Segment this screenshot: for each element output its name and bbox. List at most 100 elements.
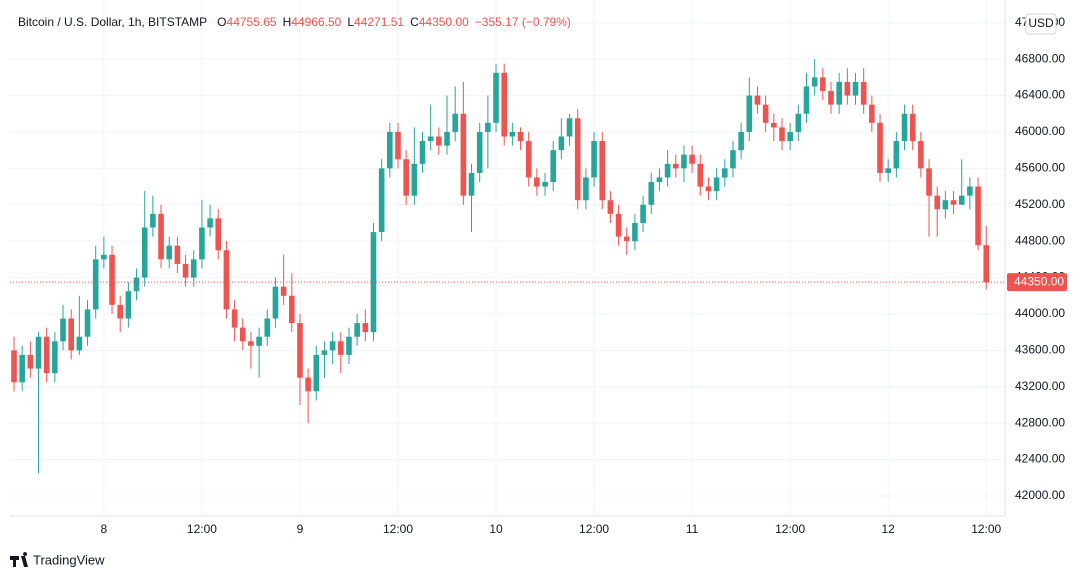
currency-button[interactable] <box>1025 13 1057 35</box>
candle-body <box>779 127 785 142</box>
candle-body <box>338 341 344 355</box>
y-tick-label: 46400.00 <box>1015 88 1065 102</box>
candle-body <box>754 95 761 105</box>
candle-body <box>926 168 932 196</box>
candle-body <box>68 318 74 351</box>
x-tick-label: 11 <box>686 522 699 536</box>
candle-body <box>52 341 58 374</box>
high-label: H <box>283 15 292 29</box>
low-value: 44271.51 <box>354 15 404 29</box>
candle-body <box>411 163 418 196</box>
candle-body <box>893 141 900 169</box>
x-tick-label: 12 <box>882 522 896 536</box>
candle-body <box>297 323 303 378</box>
candle-body <box>738 131 744 151</box>
brand-name: TradingView <box>33 552 105 567</box>
y-tick-label: 44800.00 <box>1015 233 1065 247</box>
candle-body <box>280 286 287 296</box>
candle-body <box>860 81 867 105</box>
candle-body <box>762 104 769 123</box>
candle-body <box>705 186 712 192</box>
candle-body <box>215 218 222 251</box>
y-tick-label: 42800.00 <box>1015 415 1065 429</box>
logo-icon <box>10 552 28 567</box>
candle-body <box>803 86 810 114</box>
legend-header: Bitcoin / U.S. Dollar, 1h, BITSTAMP O4475… <box>18 15 571 29</box>
candle-body <box>525 141 532 178</box>
candle-body <box>787 131 793 142</box>
candle-body <box>419 141 426 164</box>
candle-body <box>558 136 565 151</box>
candle-body <box>909 113 916 142</box>
y-tick-label: 44000.00 <box>1015 306 1065 320</box>
candle-body <box>141 227 148 278</box>
candle-body <box>272 286 279 319</box>
candle-body <box>599 141 606 201</box>
candle-body <box>125 291 132 319</box>
currency-label: USD <box>1028 16 1054 30</box>
candle-body <box>534 177 540 187</box>
candle-body <box>354 323 360 337</box>
candle-body <box>346 336 352 355</box>
candle-body <box>574 118 581 201</box>
candle-body <box>256 336 262 346</box>
y-tick-label: 43600.00 <box>1015 343 1065 357</box>
candle-body <box>35 336 42 369</box>
candle-body <box>150 213 156 228</box>
candle-body <box>746 95 753 132</box>
open-label: O <box>217 15 226 29</box>
candle-body <box>403 159 409 196</box>
candle-body <box>983 245 990 283</box>
candle-body <box>877 122 883 173</box>
candle-body <box>109 254 115 305</box>
candle-body <box>231 309 238 328</box>
candle-body <box>239 327 246 342</box>
candle-body <box>648 182 655 205</box>
close-value: 44350.00 <box>419 15 469 29</box>
candle-body <box>713 177 720 192</box>
candle-body <box>795 113 802 132</box>
x-tick-label: 12:00 <box>383 522 413 536</box>
candle-body <box>591 141 597 178</box>
candle-body <box>828 91 834 105</box>
candle-body <box>43 336 50 374</box>
x-tick-label: 12:00 <box>775 522 805 536</box>
candle-body <box>133 277 140 292</box>
candle-body <box>771 122 777 128</box>
candle-body <box>207 218 213 228</box>
candle-body <box>852 81 859 96</box>
candle-body <box>460 113 467 196</box>
candle-body <box>615 213 622 237</box>
candle-body <box>958 195 965 205</box>
candle-body <box>950 200 957 205</box>
last-price-label: 44350.00 <box>1014 274 1064 288</box>
candle-body <box>223 250 230 310</box>
candle-body <box>607 200 614 214</box>
x-tick-label: 12:00 <box>579 522 609 536</box>
grid <box>10 0 1005 516</box>
candle-body <box>182 263 189 278</box>
candle-body <box>942 200 949 210</box>
candle-body <box>476 131 483 173</box>
candle-body <box>664 163 671 178</box>
candle-body <box>305 377 311 392</box>
candle-body <box>84 309 91 337</box>
candle-body <box>501 72 507 137</box>
candle-body <box>632 222 638 242</box>
candle-body <box>681 154 687 169</box>
y-tick-label: 46800.00 <box>1015 51 1065 65</box>
y-tick-label: 45200.00 <box>1015 197 1065 211</box>
candle-body <box>468 172 475 196</box>
candle-body <box>248 341 254 346</box>
candle-body <box>901 113 908 142</box>
candle-body <box>485 122 491 132</box>
candle-body <box>730 150 736 169</box>
candle-body <box>378 168 385 233</box>
candle-body <box>689 154 695 164</box>
candle-body <box>60 318 66 342</box>
candle-body <box>166 245 173 260</box>
low-label: L <box>347 15 354 29</box>
candle-body <box>493 72 499 123</box>
candle-body <box>583 177 589 201</box>
